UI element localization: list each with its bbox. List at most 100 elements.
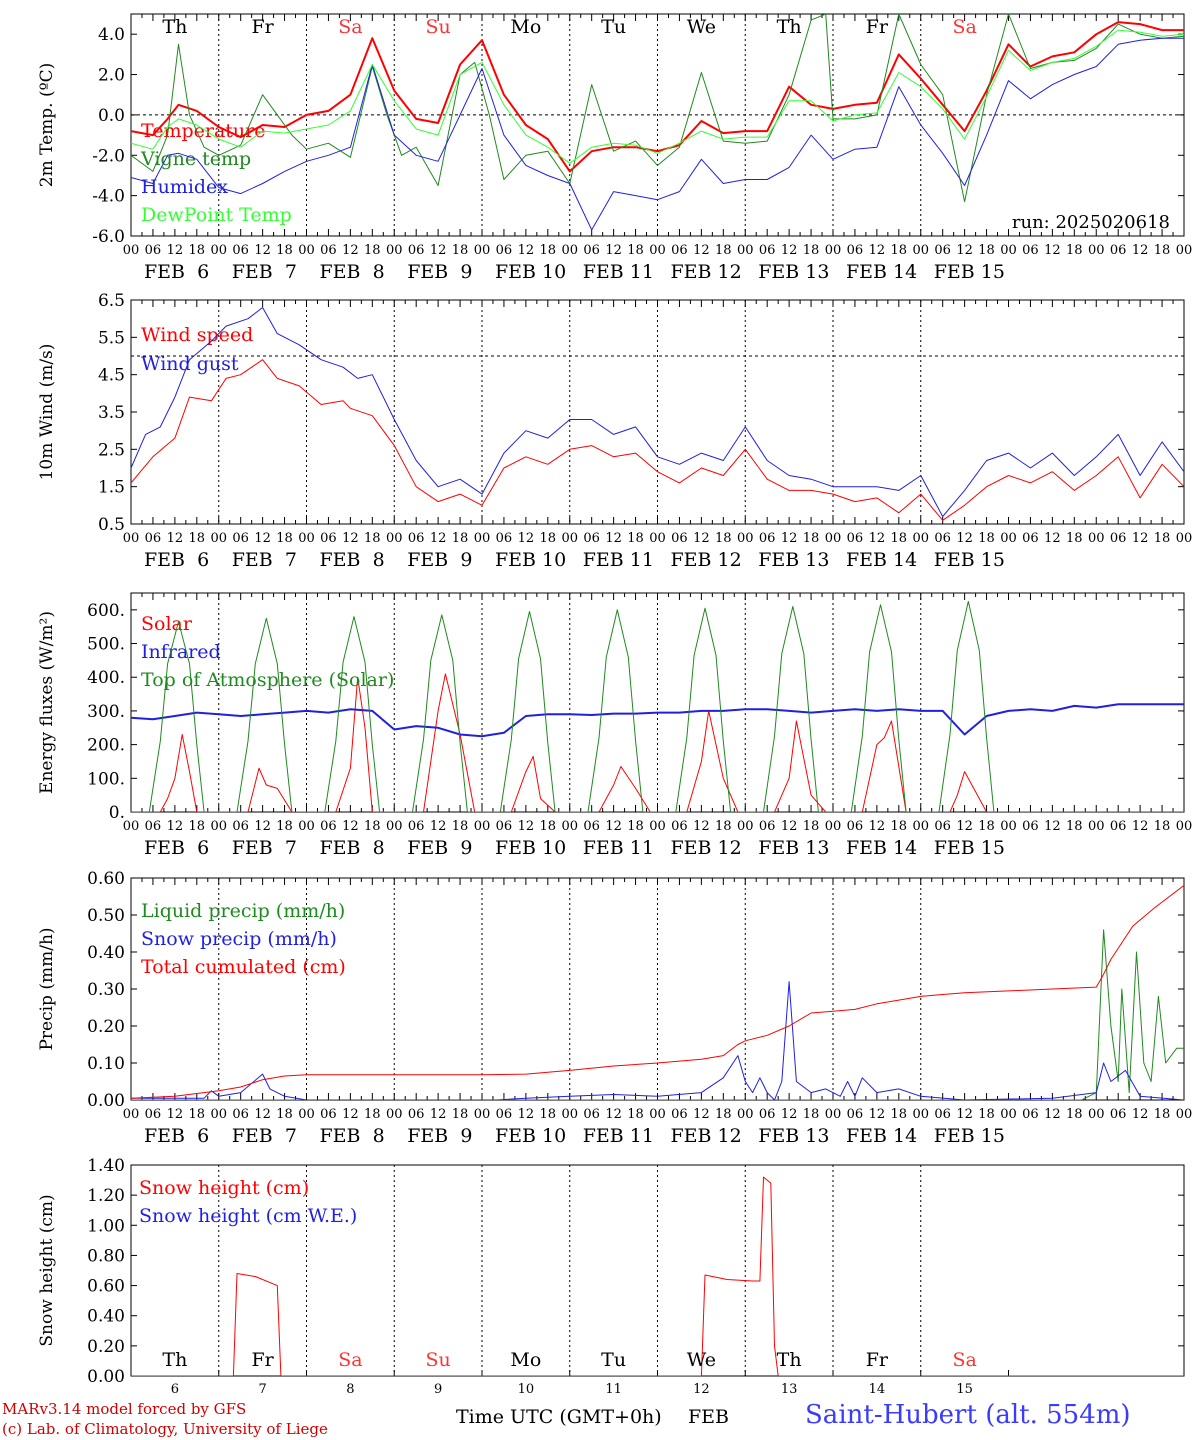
x-hour-label: 18 (803, 1107, 820, 1122)
x-hour-label: 18 (540, 1107, 557, 1122)
series-line-solar (131, 673, 1184, 812)
x-hour-label: 06 (847, 531, 864, 546)
x-hour-label: 12 (1132, 1107, 1149, 1122)
x-hour-label: 00 (737, 531, 754, 546)
x-hour-label: 18 (1066, 243, 1083, 258)
x-hour-label: 12 (1132, 531, 1149, 546)
series-line-wind-speed (131, 359, 1184, 521)
y-tick-label: 0.5 (98, 515, 125, 535)
legend-entry: Temperature (141, 120, 265, 142)
x-date-label: FEB 6 (144, 1125, 209, 1147)
y-tick-label: 2.0 (98, 66, 125, 86)
x-hour-label: 12 (693, 243, 710, 258)
x-hour-label: 00 (210, 1107, 227, 1122)
x-hour-label: 06 (759, 243, 776, 258)
x-hour-label: 18 (978, 1107, 995, 1122)
x-hour-label: 06 (759, 819, 776, 834)
x-hour-label: 12 (781, 819, 798, 834)
x-hour-label: 12 (518, 531, 535, 546)
weekday-label: Mo (510, 16, 541, 38)
x-hour-label: 12 (869, 1107, 886, 1122)
x-hour-label: 06 (320, 1107, 337, 1122)
x-hour-label: 00 (123, 531, 140, 546)
x-hour-label: 12 (518, 819, 535, 834)
panel-wind: 6.5 5.5 4.5 3.5 2.5 1.5 0.5 10m Wind (m/s) Wind … (37, 291, 1192, 571)
x-hour-label: 12 (781, 1107, 798, 1122)
y-tick-label: 400. (87, 668, 125, 688)
x-date-label: FEB 12 (671, 1125, 742, 1147)
x-hour-label: 06 (671, 243, 688, 258)
x-date-label: FEB 15 (934, 837, 1005, 859)
x-hour-label: 00 (298, 243, 315, 258)
x-hour-label: 06 (145, 819, 162, 834)
x-hour-label: 00 (386, 1107, 403, 1122)
series-line-top-of-atmosphere-solar- (148, 600, 995, 812)
weekday-label: Fr (251, 1349, 274, 1371)
x-hour-label: 18 (276, 243, 293, 258)
weekday-label: We (687, 16, 716, 38)
y-tick-label: 1.40 (87, 1156, 125, 1176)
weekday-label: Fr (866, 1349, 889, 1371)
series-line-vigne-temp (131, 14, 1184, 203)
x-hour-label: 18 (189, 1107, 206, 1122)
legend-entry: Snow height (cm) (139, 1177, 309, 1199)
x-hour-label: 12 (167, 243, 184, 258)
x-hour-label: 06 (408, 243, 425, 258)
x-date-label: FEB 7 (232, 837, 297, 859)
x-hour-label: 12 (342, 531, 359, 546)
x-hour-label: 06 (408, 1107, 425, 1122)
x-hour-label: 12 (869, 819, 886, 834)
x-hour-label: 12 (430, 819, 447, 834)
x-hour-label: 18 (715, 819, 732, 834)
x-hour-label: 00 (561, 819, 578, 834)
x-date-label: FEB 9 (407, 837, 472, 859)
x-hour-label: 18 (276, 1107, 293, 1122)
x-date-label: FEB 15 (934, 261, 1005, 283)
x-hour-label: 06 (671, 531, 688, 546)
weekday-label: Sa (952, 16, 976, 38)
y-tick-label: -4.0 (92, 187, 125, 207)
series-line-wind-gust (131, 307, 1184, 517)
x-hour-label: 18 (1154, 819, 1171, 834)
x-hour-label: 12 (518, 1107, 535, 1122)
x-hour-label: 18 (715, 243, 732, 258)
legend-entry: Liquid precip (mm/h) (141, 900, 345, 922)
y-tick-label: 0.40 (87, 1307, 125, 1327)
x-hour-label: 18 (364, 1107, 381, 1122)
x-date-label: FEB 11 (583, 261, 654, 283)
legend-entry: Wind speed (141, 324, 253, 346)
x-hour-label: 18 (715, 1107, 732, 1122)
x-hour-label: 00 (825, 243, 842, 258)
y-tick-label: -2.0 (92, 146, 125, 166)
x-hour-label: 06 (496, 243, 513, 258)
x-hour-label: 18 (627, 243, 644, 258)
y-tick-label: 0.80 (87, 1246, 125, 1266)
series-line-humidex (131, 37, 1184, 231)
y-tick-label: 0.50 (87, 906, 125, 926)
day-number-label: 12 (693, 1382, 710, 1397)
x-hour-label: 00 (386, 819, 403, 834)
x-hour-label: 06 (671, 1107, 688, 1122)
x-hour-label: 00 (298, 531, 315, 546)
day-number-label: 15 (956, 1382, 973, 1397)
series-line-dewpoint-temp (131, 29, 1184, 164)
x-date-label: FEB 6 (144, 261, 209, 283)
x-date-label: FEB 10 (495, 1125, 566, 1147)
x-hour-label: 06 (496, 531, 513, 546)
x-date-label: FEB 8 (320, 1125, 385, 1147)
x-hour-label: 00 (1176, 243, 1193, 258)
x-hour-label: 12 (518, 243, 535, 258)
legend-entry: Top of Atmosphere (Solar) (141, 669, 394, 691)
weekday-label: Su (425, 16, 450, 38)
y-tick-label: 0.60 (87, 869, 125, 889)
x-hour-label: 12 (869, 243, 886, 258)
x-hour-label: 00 (474, 819, 491, 834)
lab-credit: (c) Lab. of Climatology, University of L… (2, 1420, 328, 1438)
x-date-label: FEB 13 (758, 549, 829, 571)
series-line-snow-height-cm- (131, 1176, 1184, 1376)
weekday-label: Fr (866, 16, 889, 38)
x-hour-label: 12 (342, 243, 359, 258)
x-hour-label: 00 (123, 243, 140, 258)
y-axis-label: 10m Wind (m/s) (37, 344, 57, 481)
y-tick-label: 0.00 (87, 1091, 125, 1111)
